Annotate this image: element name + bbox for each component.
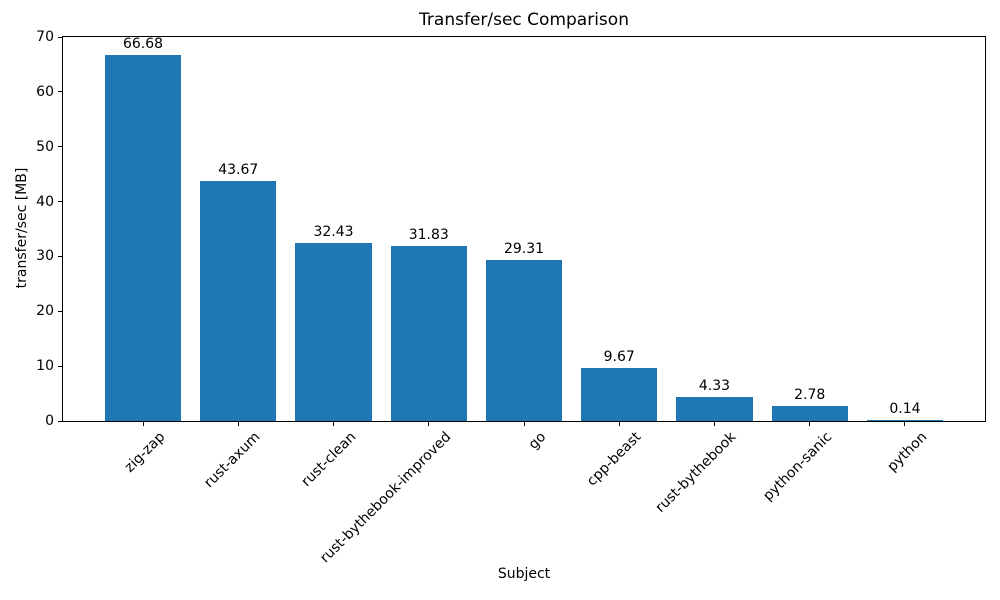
y-tick-mark xyxy=(58,255,62,257)
chart-title: Transfer/sec Comparison xyxy=(419,10,629,30)
bar xyxy=(200,181,277,421)
bar-value-label: 43.67 xyxy=(218,162,259,179)
x-tick-mark xyxy=(142,422,144,426)
x-tick-mark xyxy=(428,422,430,426)
y-tick-label: 60 xyxy=(36,83,54,100)
bar xyxy=(866,420,944,421)
bar-value-label: 29.31 xyxy=(503,241,545,258)
plot-area xyxy=(62,36,986,422)
x-tick-mark xyxy=(809,422,811,426)
bar-value-label: 4.33 xyxy=(698,378,731,395)
x-tick-mark xyxy=(713,422,715,426)
bar-value-label: 31.83 xyxy=(408,227,449,244)
bar-value-label: 2.78 xyxy=(794,386,826,403)
y-tick-mark xyxy=(58,365,62,367)
x-tick-mark xyxy=(523,422,525,426)
x-tick-mark xyxy=(618,422,620,426)
y-tick-mark xyxy=(58,310,62,312)
y-tick-label: 20 xyxy=(36,303,54,320)
y-tick-mark xyxy=(58,91,62,93)
bar xyxy=(295,243,372,421)
bar-value-label: 66.68 xyxy=(122,36,164,53)
x-tick-mark xyxy=(333,422,334,426)
y-tick-mark xyxy=(58,420,62,422)
bar xyxy=(581,367,658,421)
bar xyxy=(390,246,467,421)
bar xyxy=(104,55,182,421)
bar-value-label: 0.14 xyxy=(889,401,921,418)
y-tick-label: 40 xyxy=(36,193,54,210)
y-tick-label: 70 xyxy=(36,29,54,45)
bar xyxy=(676,397,753,421)
x-tick-mark xyxy=(237,422,239,426)
bar-value-label: 32.43 xyxy=(313,224,354,241)
y-tick-mark xyxy=(58,146,62,148)
y-tick-label: 50 xyxy=(36,138,54,155)
x-tick-mark xyxy=(904,422,906,426)
y-tick-mark xyxy=(58,201,62,203)
bar-value-label: 9.67 xyxy=(603,348,635,365)
bar xyxy=(771,405,848,421)
y-axis-label: transfer/sec [MB] xyxy=(14,167,30,289)
x-axis-label: Subject xyxy=(497,566,551,582)
y-tick-label: 10 xyxy=(36,358,54,375)
y-tick-label: 30 xyxy=(36,248,54,265)
y-tick-label: 0 xyxy=(45,413,54,429)
y-tick-mark xyxy=(58,36,62,38)
bar xyxy=(485,260,563,421)
